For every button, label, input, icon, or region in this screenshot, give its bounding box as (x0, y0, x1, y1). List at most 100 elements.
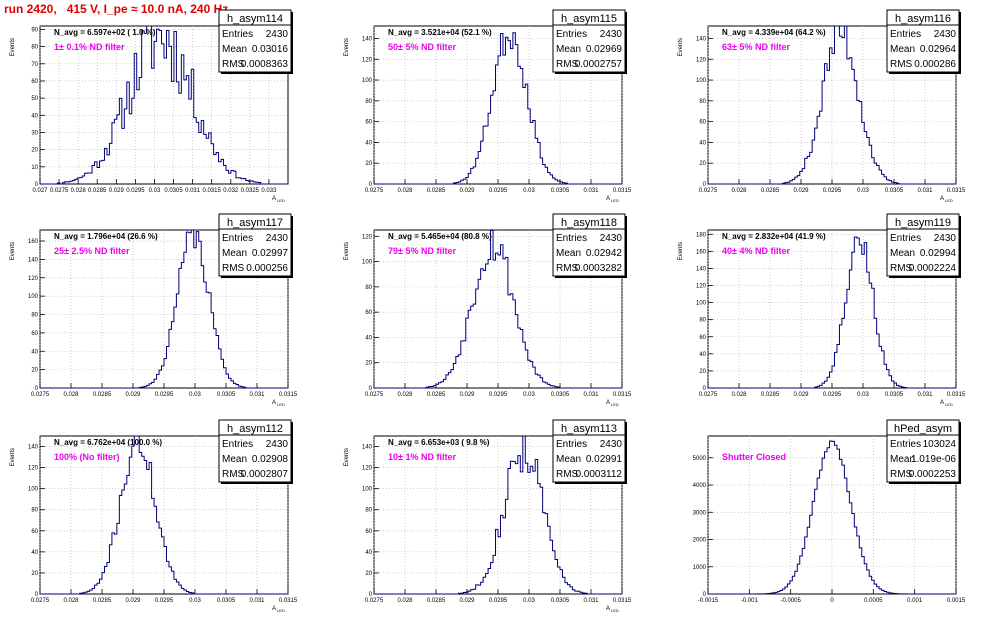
y-tick-label: 40 (365, 550, 372, 556)
navg-label: N_avg = 6.597e+02 ( 1.0 %) (54, 28, 156, 37)
navg-label: N_avg = 5.465e+04 (80.8 %) (388, 232, 492, 241)
stats-key: RMS (890, 469, 913, 480)
y-tick-label: 140 (28, 445, 39, 451)
y-tick-label: 60 (365, 529, 372, 535)
y-tick-label: 0 (35, 592, 39, 598)
stats-key: RMS (890, 263, 913, 274)
navg-label: N_avg = 1.796e+04 (26.6 %) (54, 232, 158, 241)
x-tick-label: 0.0275 (31, 392, 50, 398)
x-tick-label: 0.03 (857, 392, 869, 398)
y-tick-label: 180 (696, 232, 707, 238)
y-axis-label: Events (344, 242, 350, 260)
y-tick-label: 2000 (693, 538, 707, 544)
y-tick-label: 120 (362, 57, 373, 63)
y-tick-label: 100 (362, 260, 373, 266)
filter-label: 40± 4% ND filter (722, 246, 790, 256)
y-tick-label: 80 (31, 313, 38, 319)
stats-title: h_asym115 (561, 13, 617, 25)
x-tick-label: 0.0285 (88, 188, 107, 194)
stats-box (886, 9, 960, 73)
stats-title: hPed_asym (894, 423, 952, 435)
y-tick-label: 80 (365, 508, 372, 514)
x-axis-label: ALED (940, 196, 953, 203)
stats-value: 0.0002807 (241, 469, 289, 480)
histogram-curve (708, 440, 956, 595)
y-axis-label: Events (10, 242, 16, 260)
y-tick-label: 40 (699, 352, 706, 358)
filter-label: 25± 2.5% ND filter (54, 246, 130, 256)
x-tick-label: 0.031 (249, 598, 265, 604)
stats-value: 2430 (600, 29, 623, 40)
y-tick-label: 50 (31, 96, 38, 102)
histogram-panel-hPed_asym: -0.0015 -0.001 -0.0005 0 0.0005 0.001 0.0015 0 1… (693, 419, 966, 604)
y-tick-label: 160 (696, 249, 707, 255)
stats-title: h_asym116 (895, 13, 951, 25)
stats-key: Entries (556, 439, 587, 450)
stats-value: 2430 (934, 233, 957, 244)
x-tick-label: 0.03 (149, 188, 161, 194)
x-tick-label: 0.0315 (947, 392, 966, 398)
y-tick-label: 100 (28, 487, 39, 493)
x-tick-label: 0.0285 (93, 392, 112, 398)
x-axis-label: ALED (272, 196, 285, 203)
stats-value: 103024 (923, 439, 957, 450)
stats-title: h_asym119 (895, 217, 951, 229)
x-tick-label: 0.0295 (155, 392, 174, 398)
y-tick-label: 20 (699, 369, 706, 375)
x-tick-label: -0.0015 (698, 598, 719, 604)
y-tick-label: 20 (365, 361, 372, 367)
y-axis-label: Events (344, 38, 350, 56)
y-tick-label: 60 (31, 79, 38, 85)
y-tick-label: 80 (31, 508, 38, 514)
x-tick-label: 0.0315 (947, 188, 966, 194)
x-tick-label: 0.0295 (489, 392, 508, 398)
x-tick-label: 0.0285 (761, 188, 780, 194)
navg-label: N_avg = 2.832e+04 (41.9 %) (722, 232, 826, 241)
x-axis-label: ALED (606, 606, 619, 613)
stats-value: 0.02942 (586, 248, 623, 259)
x-tick-label: 0.031 (249, 392, 265, 398)
stats-key: RMS (222, 263, 245, 274)
x-tick-label: 0.0295 (823, 392, 842, 398)
y-tick-label: 120 (362, 234, 373, 240)
histogram-panel-h_asym117: 0.0275 0.028 0.0285 0.029 0.0295 0.03 0.0305 0.… (10, 213, 298, 407)
y-tick-label: 10 (31, 165, 38, 171)
y-tick-label: 5000 (693, 456, 707, 462)
stats-value: 2430 (600, 439, 623, 450)
y-tick-label: 60 (365, 120, 372, 126)
x-tick-label: 0.029 (459, 598, 475, 604)
y-axis-label: Events (678, 242, 684, 260)
stats-box (552, 9, 626, 73)
y-tick-label: 80 (31, 45, 38, 51)
x-axis-label: ALED (606, 196, 619, 203)
y-tick-label: 20 (365, 161, 372, 167)
x-tick-label: 0.0315 (613, 392, 632, 398)
stats-value: 2430 (266, 233, 289, 244)
x-tick-label: 0.029 (109, 188, 125, 194)
x-axis-label: ALED (940, 400, 953, 407)
y-axis-label: Events (678, 38, 684, 56)
stats-value: 0.000286 (914, 59, 956, 70)
filter-label: 50± 5% ND filter (388, 42, 456, 52)
stats-key: Entries (890, 29, 921, 40)
stats-key: RMS (556, 59, 579, 70)
x-tick-label: 0.0295 (489, 598, 508, 604)
filter-label: Shutter Closed (722, 452, 786, 462)
y-tick-label: 20 (31, 368, 38, 374)
x-tick-label: 0.001 (907, 598, 923, 604)
x-tick-label: 0.0005 (864, 598, 883, 604)
x-tick-label: 0.03 (523, 392, 535, 398)
histogram-curve (374, 435, 622, 595)
x-tick-label: 0.0295 (155, 598, 174, 604)
y-tick-label: 100 (696, 301, 707, 307)
x-tick-label: 0.0305 (885, 392, 904, 398)
y-tick-label: 140 (28, 257, 39, 263)
stats-key: Mean (556, 44, 581, 55)
stats-key: Mean (222, 44, 247, 55)
filter-label: 100% (No filter) (54, 452, 120, 462)
stats-box (218, 9, 292, 73)
x-tick-label: 0.0305 (551, 188, 570, 194)
stats-title: h_asym114 (227, 13, 283, 25)
x-tick-label: -0.0005 (780, 598, 801, 604)
y-tick-label: 0 (369, 592, 373, 598)
